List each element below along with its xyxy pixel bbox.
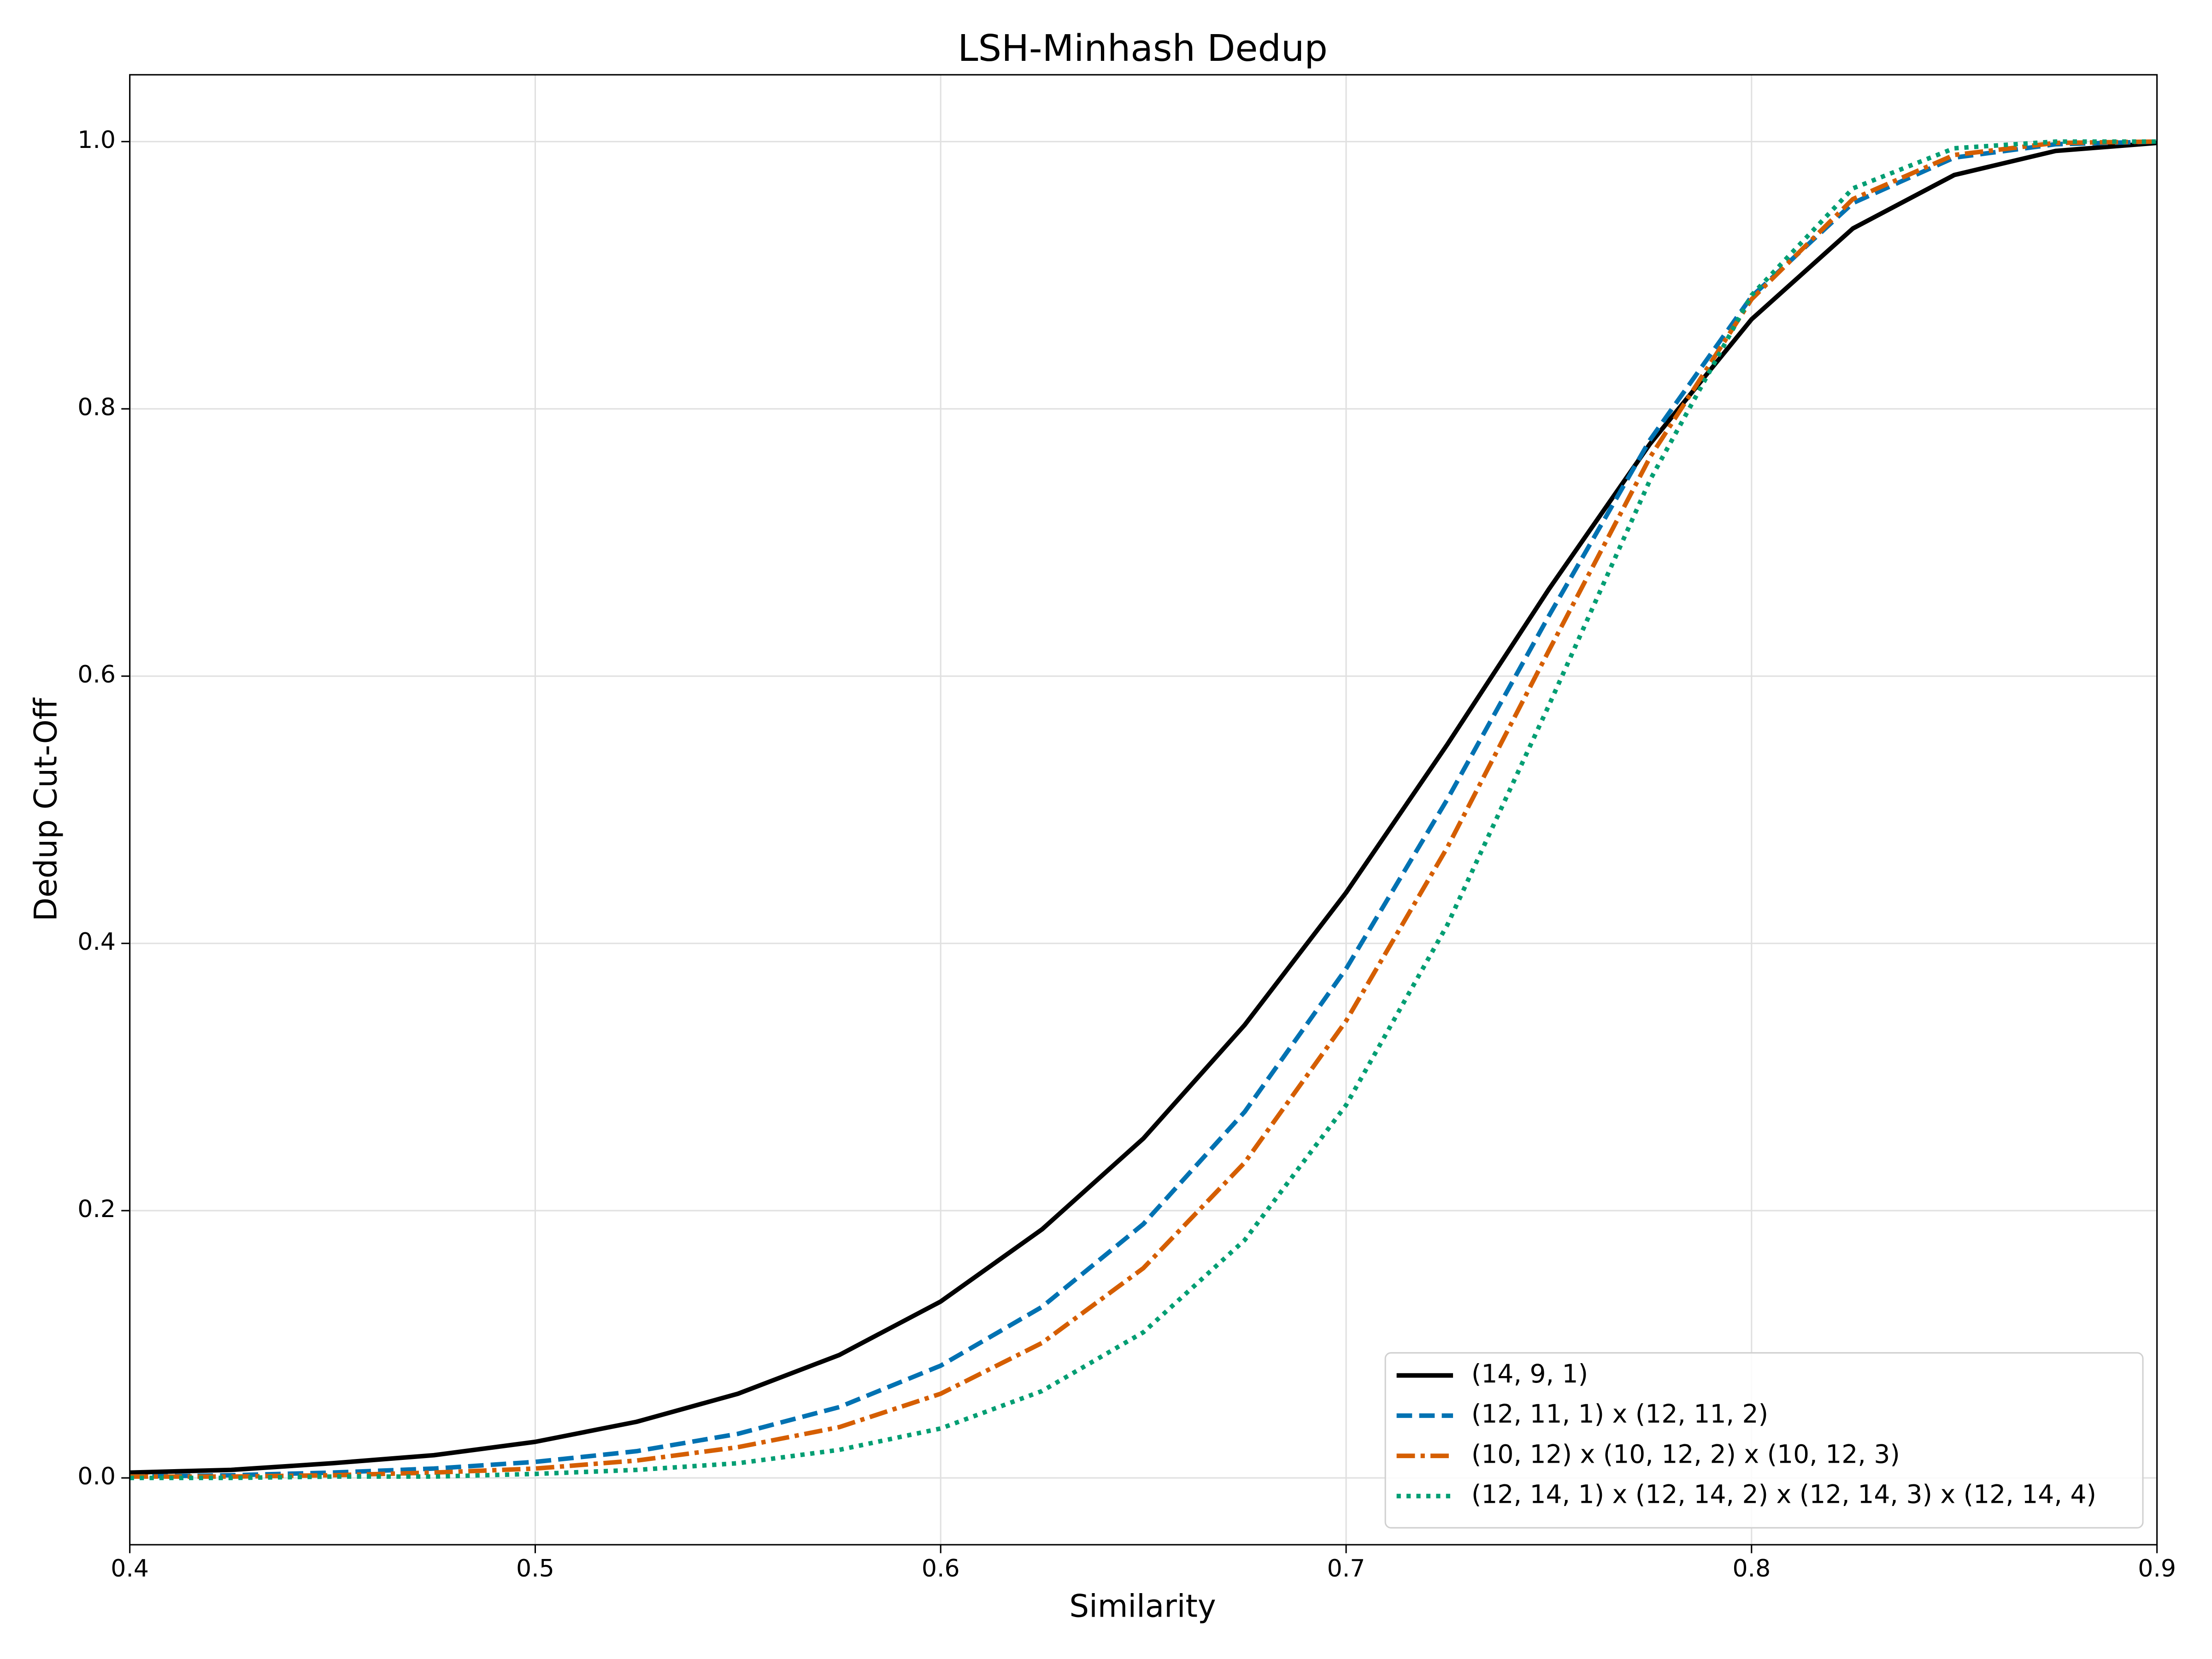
- y-tick-label: 1.0: [77, 126, 116, 154]
- x-axis-label: Similarity: [1069, 1588, 1216, 1624]
- x-tick-label: 0.4: [111, 1555, 149, 1583]
- y-tick-label: 0.2: [77, 1195, 116, 1223]
- y-tick-label: 0.6: [77, 661, 116, 688]
- legend-label: (12, 14, 1) x (12, 14, 2) x (12, 14, 3) …: [1471, 1480, 2096, 1509]
- series-line: [129, 139, 2157, 1479]
- series-line: [129, 141, 2157, 1475]
- legend-label: (10, 12) x (10, 12, 2) x (10, 12, 3): [1471, 1439, 1900, 1469]
- y-axis-label: Dedup Cut-Off: [28, 697, 64, 921]
- series-line: [129, 139, 2157, 1480]
- x-tick-label: 0.5: [516, 1555, 554, 1583]
- legend-box: [1384, 1352, 2144, 1529]
- legend-label: (14, 9, 1): [1471, 1359, 1588, 1388]
- chart-title: LSH-Minhash Dedup: [958, 27, 1328, 70]
- legend-label: (12, 11, 1) x (12, 11, 2): [1471, 1399, 1768, 1429]
- series-line: [129, 139, 2157, 1479]
- x-tick-label: 0.7: [1327, 1555, 1365, 1583]
- y-tick-label: 0.8: [77, 394, 116, 421]
- x-tick-label: 0.8: [1732, 1555, 1771, 1583]
- x-tick-label: 0.6: [922, 1555, 960, 1583]
- plot-frame: [129, 74, 2158, 1546]
- y-tick-label: 0.0: [77, 1463, 116, 1490]
- x-tick-label: 0.9: [2138, 1555, 2176, 1583]
- y-tick-label: 0.4: [77, 928, 116, 956]
